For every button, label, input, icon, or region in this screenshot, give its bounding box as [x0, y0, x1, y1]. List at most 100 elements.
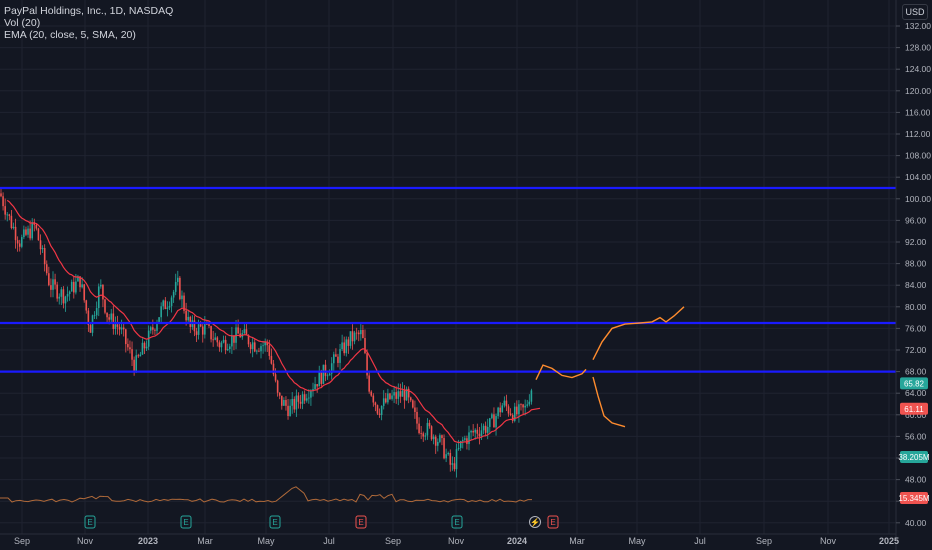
candle-body: [318, 371, 321, 387]
candle-body: [443, 438, 445, 459]
candle-body: [181, 295, 183, 300]
candle-body: [143, 342, 146, 349]
candle-body: [70, 281, 73, 292]
candle-body: [416, 411, 418, 424]
candle-body: [328, 373, 331, 376]
candle-body: [73, 281, 75, 293]
price-label-badge: [900, 492, 928, 504]
currency-label[interactable]: USD: [902, 4, 928, 20]
candle-body: [216, 337, 219, 343]
candle-body: [12, 226, 15, 229]
candle-body: [397, 391, 400, 399]
candle-body: [395, 392, 397, 399]
ema-indicator-label[interactable]: EMA (20, close, 5, SMA, 20): [4, 29, 136, 41]
candle-body: [503, 400, 506, 406]
candle-body: [353, 332, 356, 342]
candle-body: [233, 335, 235, 343]
candle-body: [453, 463, 456, 470]
candle-body: [2, 196, 4, 207]
candle-body: [505, 400, 508, 407]
candle-body: [401, 390, 404, 397]
horizontal-levels[interactable]: [0, 186, 896, 373]
candle-body: [291, 398, 293, 406]
candle-body: [58, 296, 61, 299]
volume-indicator-label[interactable]: Vol (20): [4, 17, 41, 29]
marker-glyph: E: [454, 518, 459, 527]
candle-body: [501, 405, 504, 413]
projection-drawings[interactable]: [535, 306, 685, 428]
price-axis[interactable]: 132.00 128.00 124.00 120.00 116.00 112.00 108.…: [895, 0, 931, 550]
candle-body: [484, 425, 487, 433]
candle-body: [64, 296, 67, 304]
candle-body: [405, 388, 408, 401]
candle-body: [43, 248, 46, 265]
candle-body: [310, 391, 312, 398]
candle-body: [414, 407, 416, 412]
candle-body: [14, 226, 17, 241]
candle-body: [251, 342, 254, 350]
candle-body: [380, 405, 383, 415]
candle-body: [495, 416, 497, 428]
candle-body: [308, 397, 310, 399]
candle-body: [39, 240, 42, 250]
candle-body: [441, 435, 443, 439]
candle-body: [420, 433, 422, 434]
time-axis[interactable]: Sep Nov 2023 Mar May Jul Sep Nov 2024 Mar May Jul Se…: [0, 533, 899, 546]
candle-body: [249, 344, 252, 350]
price-tick-label: 40.00: [905, 518, 927, 528]
price-tick-label: 84.00: [905, 280, 927, 290]
candle-body: [170, 297, 173, 307]
candle-body: [451, 463, 454, 465]
candle-body: [524, 405, 526, 408]
candle-body: [357, 332, 360, 335]
candle-body: [285, 400, 287, 406]
candle-body: [100, 284, 102, 287]
candle-body: [231, 335, 233, 347]
projection-curve-dip: [535, 364, 587, 381]
candle-body: [337, 356, 339, 363]
candle-body: [52, 279, 54, 290]
symbol-title[interactable]: PayPal Holdings, Inc., 1D, NASDAQ: [4, 5, 174, 17]
candle-body: [8, 214, 11, 216]
price-tick-label: 48.00: [905, 475, 927, 485]
candle-body: [222, 339, 225, 343]
candle-body: [335, 354, 337, 357]
candle-body: [339, 349, 341, 363]
price-label-badge: [900, 402, 928, 415]
chart-legend: PayPal Holdings, Inc., 1D, NASDAQ Vol (2…: [4, 5, 173, 41]
time-tick-label: Jul: [694, 536, 706, 546]
candle-body: [127, 344, 129, 348]
candle-body: [185, 310, 187, 321]
candle-body: [270, 355, 273, 364]
candle-body: [295, 395, 298, 410]
marker-box: [547, 515, 559, 529]
price-label-text: 65.82: [904, 379, 925, 388]
candle-body: [16, 240, 19, 244]
candle-body: [299, 401, 302, 404]
price-label-text: 38.205M: [898, 453, 929, 462]
candle-body: [112, 313, 115, 329]
candle-body: [137, 355, 140, 357]
earnings-markers[interactable]: E E E E E ⚡ E: [84, 515, 559, 529]
candle-body: [183, 295, 185, 311]
candle-body: [214, 337, 217, 340]
candle-body: [289, 405, 291, 416]
candle-body: [260, 346, 262, 352]
candle-body: [158, 317, 160, 324]
candle-body: [48, 273, 50, 286]
candle-body: [226, 349, 229, 351]
candle-body: [526, 404, 529, 406]
candle-body: [166, 307, 169, 310]
candle-body: [149, 327, 152, 331]
candle-body: [349, 331, 352, 346]
candle-body: [360, 329, 362, 335]
price-tick-label: 112.00: [905, 129, 931, 139]
candle-body: [245, 329, 248, 336]
candle-body: [343, 342, 345, 354]
earnings-marker: E: [355, 515, 367, 529]
candle-body: [449, 452, 452, 465]
candle-body: [480, 430, 483, 437]
candle-body: [268, 345, 271, 356]
price-tick-label: 64.00: [905, 388, 927, 398]
